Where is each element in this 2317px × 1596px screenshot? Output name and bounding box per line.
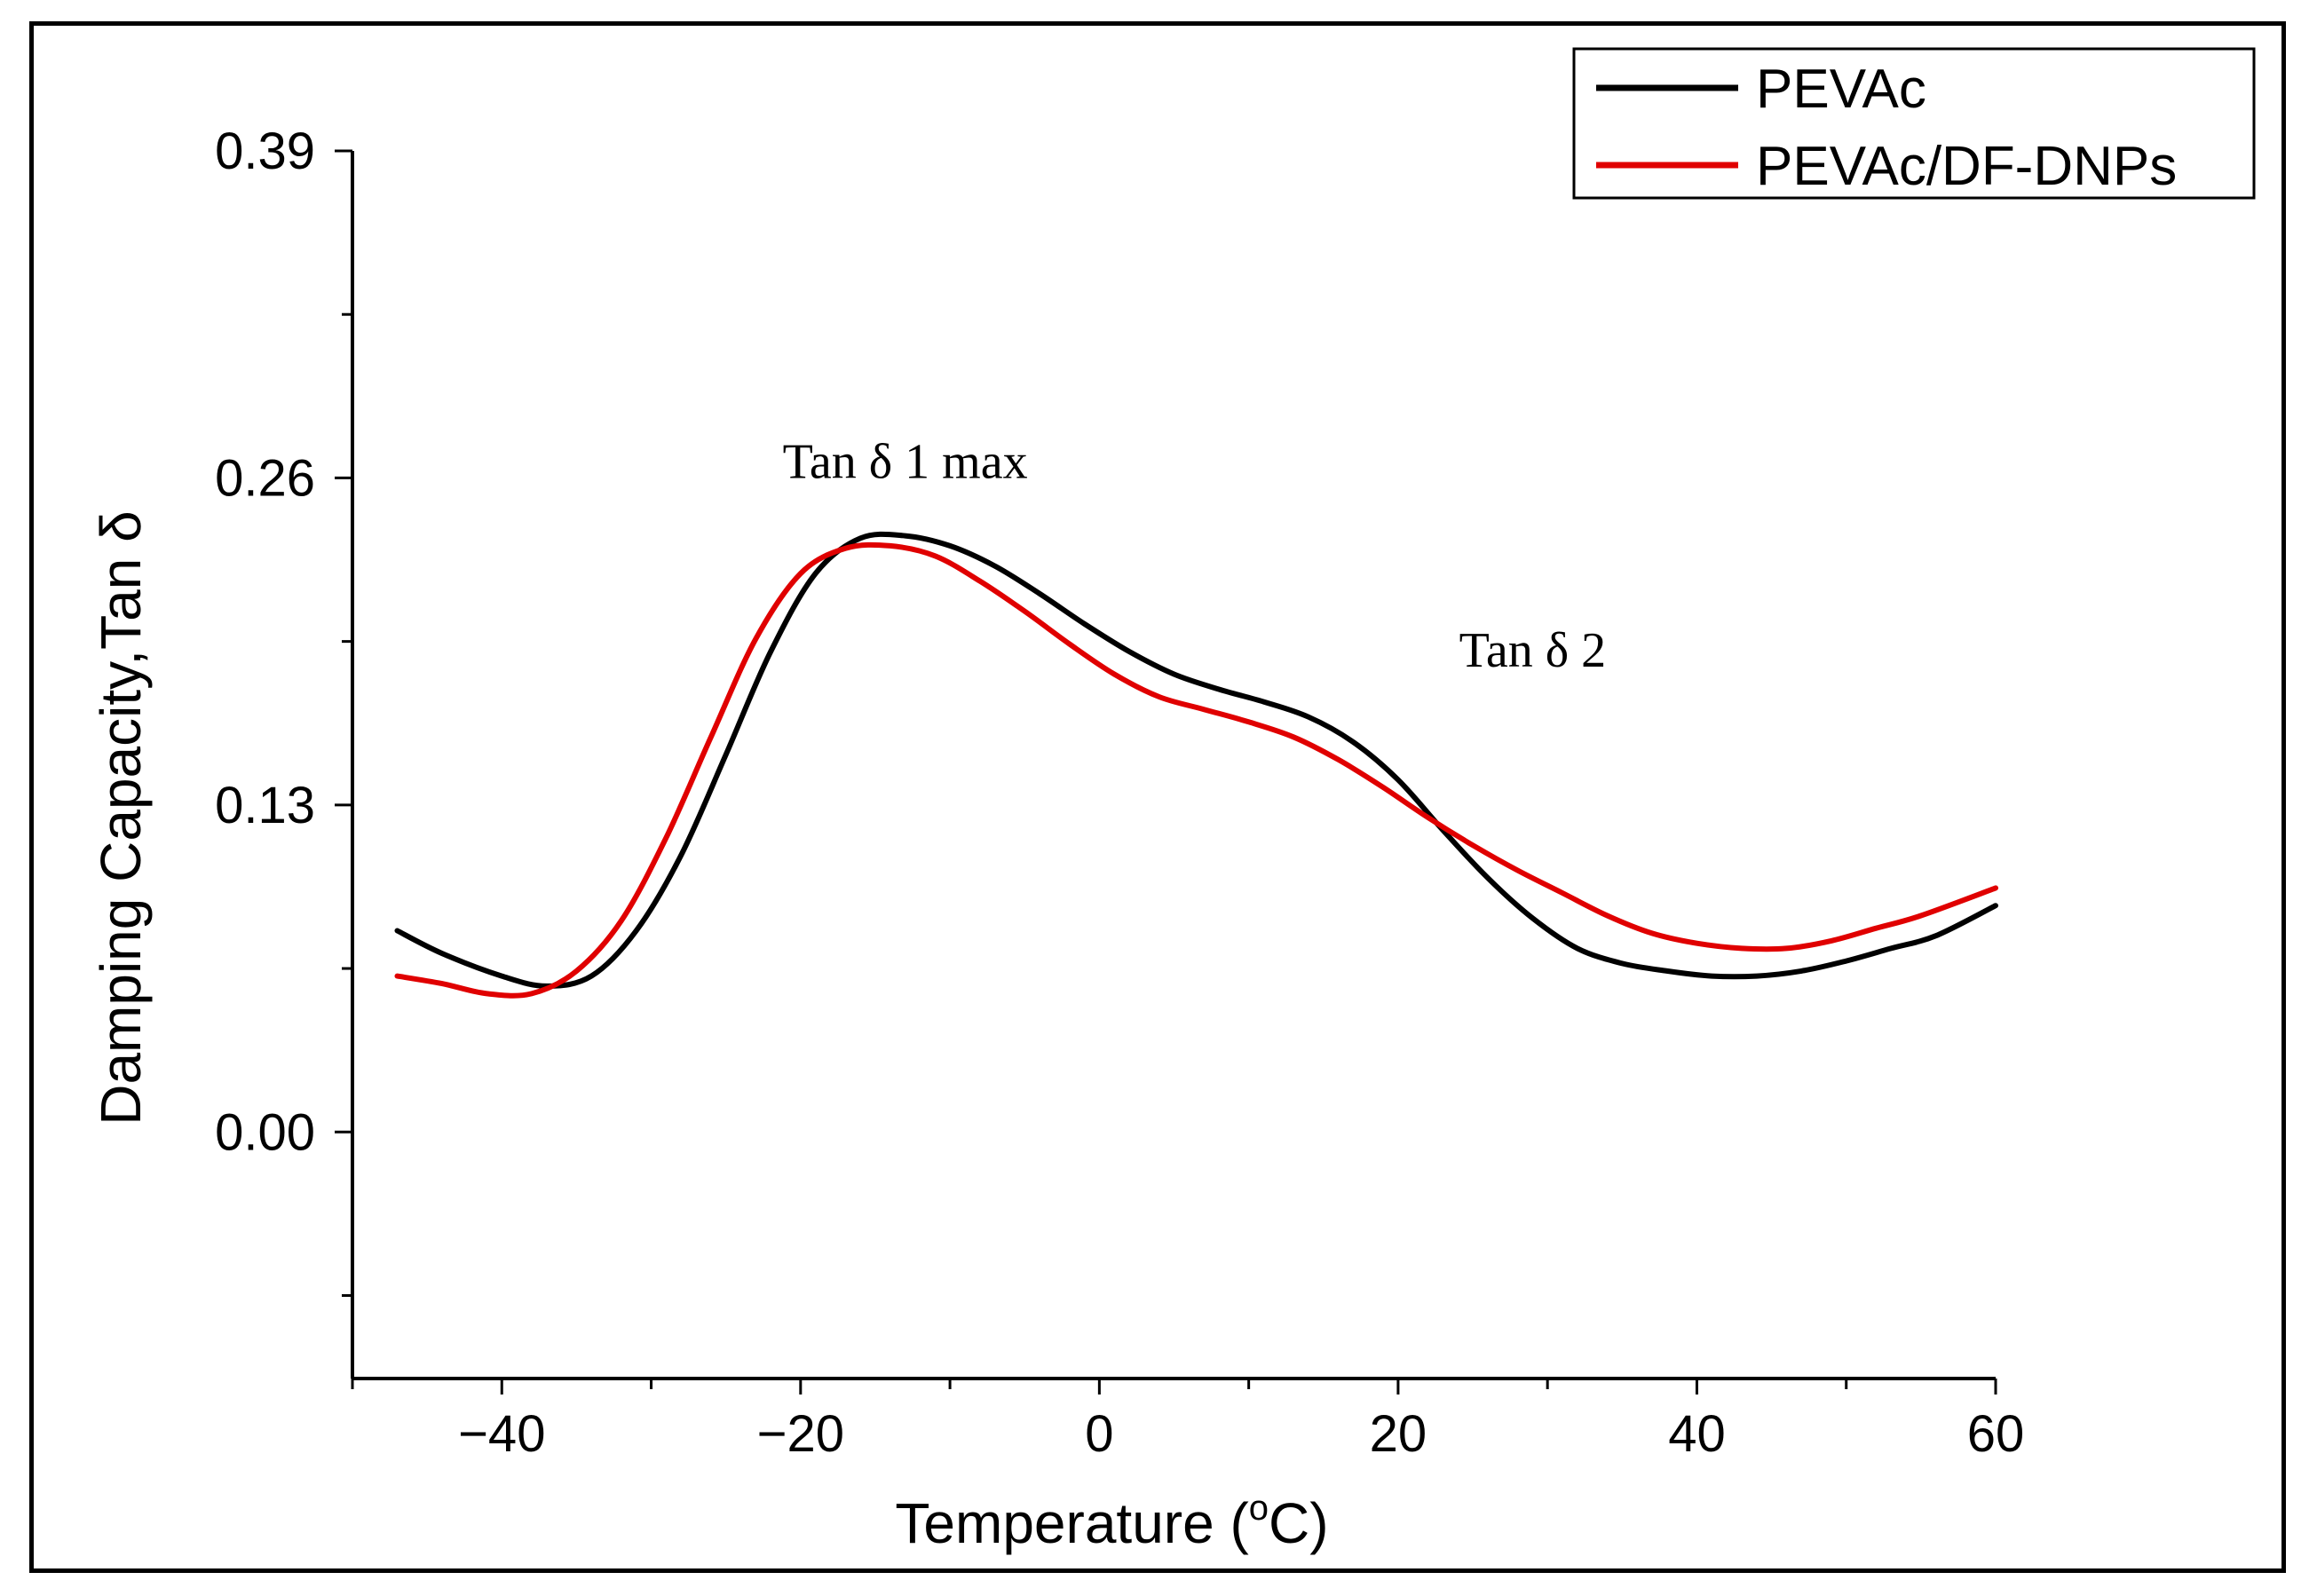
y-tick-label: 0.00 <box>215 1103 315 1161</box>
chart-axis-titles: Temperature (oC) Damping Capacity,Tan δ <box>89 510 1329 1555</box>
x-tick-label: −20 <box>757 1405 844 1463</box>
x-tick-label: 20 <box>1370 1405 1427 1463</box>
figure-frame <box>29 21 2286 1573</box>
y-tick-label: 0.39 <box>215 122 315 180</box>
x-axis-title: Temperature (oC) <box>895 1489 1328 1555</box>
legend-label: PEVAc <box>1756 59 1926 120</box>
y-axis-title: Damping Capacity,Tan δ <box>89 510 153 1126</box>
chart-axes: −40 −20 0 20 40 60 0.00 0.13 0.26 0.39 <box>215 122 2024 1463</box>
series-line-pevac-df-dnps <box>394 541 1998 999</box>
x-tick-label: 40 <box>1668 1405 1726 1463</box>
chart-annotations: Tan δ 1 max Tan δ 2 <box>783 434 1606 678</box>
legend-box <box>1572 47 2256 200</box>
annotation-tan-delta-2: Tan δ 2 <box>1459 623 1607 678</box>
x-tick-label: −40 <box>458 1405 545 1463</box>
chart-series <box>394 531 1998 999</box>
legend-label: PEVAc/DF-DNPs <box>1756 136 2177 197</box>
annotation-tan-delta-1-max: Tan δ 1 max <box>783 434 1028 489</box>
series-line-pevac <box>394 531 1998 989</box>
y-tick-label: 0.13 <box>215 777 315 834</box>
x-tick-label: 0 <box>1085 1405 1113 1463</box>
y-tick-label: 0.26 <box>215 449 315 507</box>
legend: PEVAc PEVAc/DF-DNPs <box>1572 47 2256 200</box>
x-tick-label: 60 <box>1967 1405 2025 1463</box>
